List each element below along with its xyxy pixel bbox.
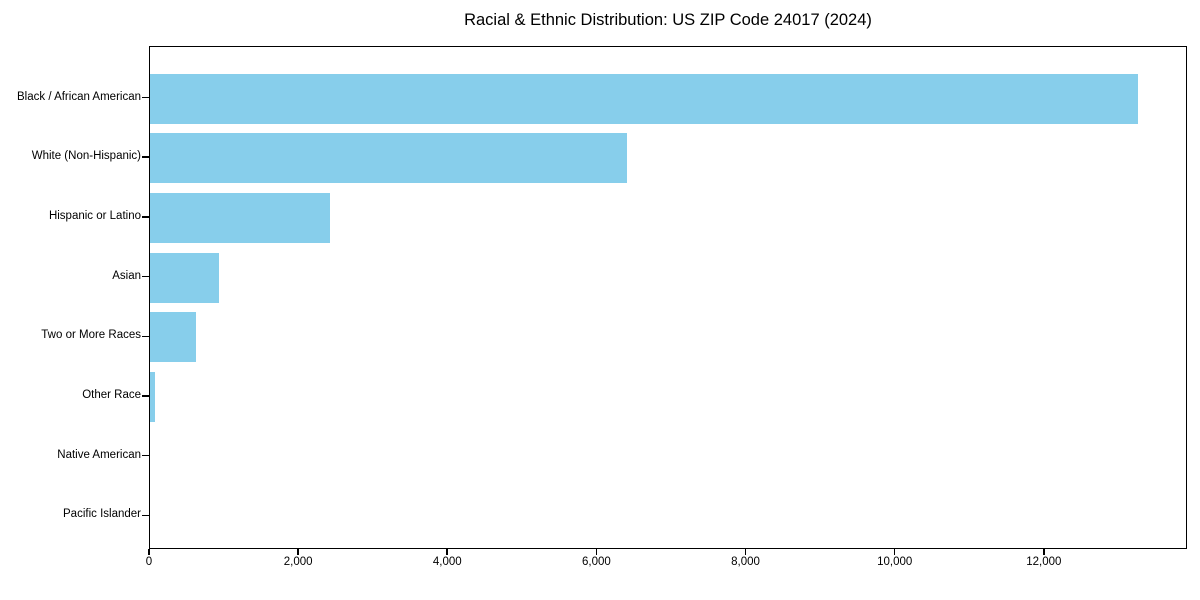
x-tick-mark (446, 549, 449, 555)
x-tick-mark (595, 549, 598, 555)
y-tick-label: Hispanic or Latino (48, 209, 141, 222)
x-tick-mark (297, 549, 299, 555)
y-tick-label: Asian (112, 269, 141, 282)
x-tick-label: 2,000 (283, 556, 313, 568)
x-tick-mark (148, 549, 150, 555)
x-tick-mark (1043, 549, 1045, 555)
bar (150, 133, 628, 184)
plot-area (149, 46, 1187, 549)
chart-title: Racial & Ethnic Distribution: US ZIP Cod… (464, 11, 872, 29)
x-tick-label: 10,000 (877, 556, 913, 568)
y-tick-mark (142, 335, 149, 338)
x-tick-mark (744, 549, 747, 555)
x-tick-label: 8,000 (731, 556, 760, 568)
x-tick-label: 4,000 (432, 556, 462, 568)
bar (150, 372, 156, 422)
y-tick-mark (142, 514, 149, 517)
bar (150, 252, 220, 303)
y-tick-label: Two or More Races (41, 329, 141, 342)
y-tick-mark (142, 96, 149, 99)
bar (150, 312, 197, 363)
y-tick-label: Pacific Islander (63, 508, 141, 521)
bar (150, 192, 331, 243)
y-tick-label: White (Non-Hispanic) (31, 150, 141, 163)
y-tick-label: Black / African American (17, 90, 141, 103)
y-tick-label: Other Race (82, 389, 141, 401)
y-tick-mark (142, 395, 149, 397)
x-tick-label: 0 (145, 556, 153, 568)
bar (150, 73, 1139, 124)
y-tick-label: Native American (57, 448, 141, 461)
y-tick-mark (142, 216, 149, 218)
x-tick-label: 12,000 (1026, 556, 1062, 568)
x-tick-mark (893, 549, 896, 555)
y-tick-mark (142, 454, 149, 457)
y-tick-mark (142, 156, 149, 158)
x-tick-label: 6,000 (582, 556, 611, 568)
y-tick-mark (142, 275, 149, 278)
